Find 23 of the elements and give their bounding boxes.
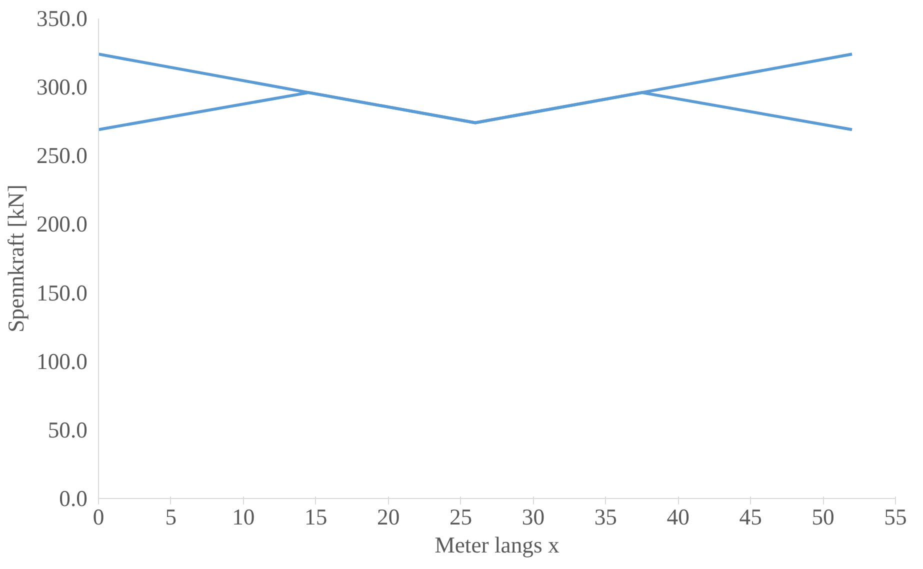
- x-tick-label: 15: [304, 504, 328, 530]
- x-tick-label: 20: [376, 504, 400, 530]
- x-axis-title: Meter langs x: [434, 532, 560, 558]
- x-tick-label: 55: [884, 504, 907, 530]
- y-axis-title: Spennkraft [kN]: [4, 184, 29, 332]
- x-tick-label: 5: [165, 504, 177, 530]
- y-tick-label: 100.0: [36, 348, 88, 374]
- y-tick-label: 150.0: [36, 280, 88, 306]
- x-tick-label: 10: [232, 504, 255, 530]
- x-tick-label: 35: [594, 504, 618, 530]
- y-tick-label: 300.0: [36, 74, 88, 100]
- x-tick-label: 0: [92, 504, 104, 530]
- x-tick-label: 45: [739, 504, 762, 530]
- x-tick-label: 50: [812, 504, 834, 530]
- x-tick-label: 25: [449, 504, 472, 530]
- x-tick-label: 40: [666, 504, 690, 530]
- y-tick-label: 350.0: [36, 6, 88, 31]
- y-tick-label: 50.0: [48, 417, 88, 442]
- y-tick-label: 250.0: [36, 143, 88, 168]
- y-tick-label: 0.0: [59, 486, 88, 511]
- y-tick-label: 200.0: [36, 212, 88, 237]
- x-tick-label: 30: [522, 504, 545, 530]
- line-series: [98, 52, 854, 132]
